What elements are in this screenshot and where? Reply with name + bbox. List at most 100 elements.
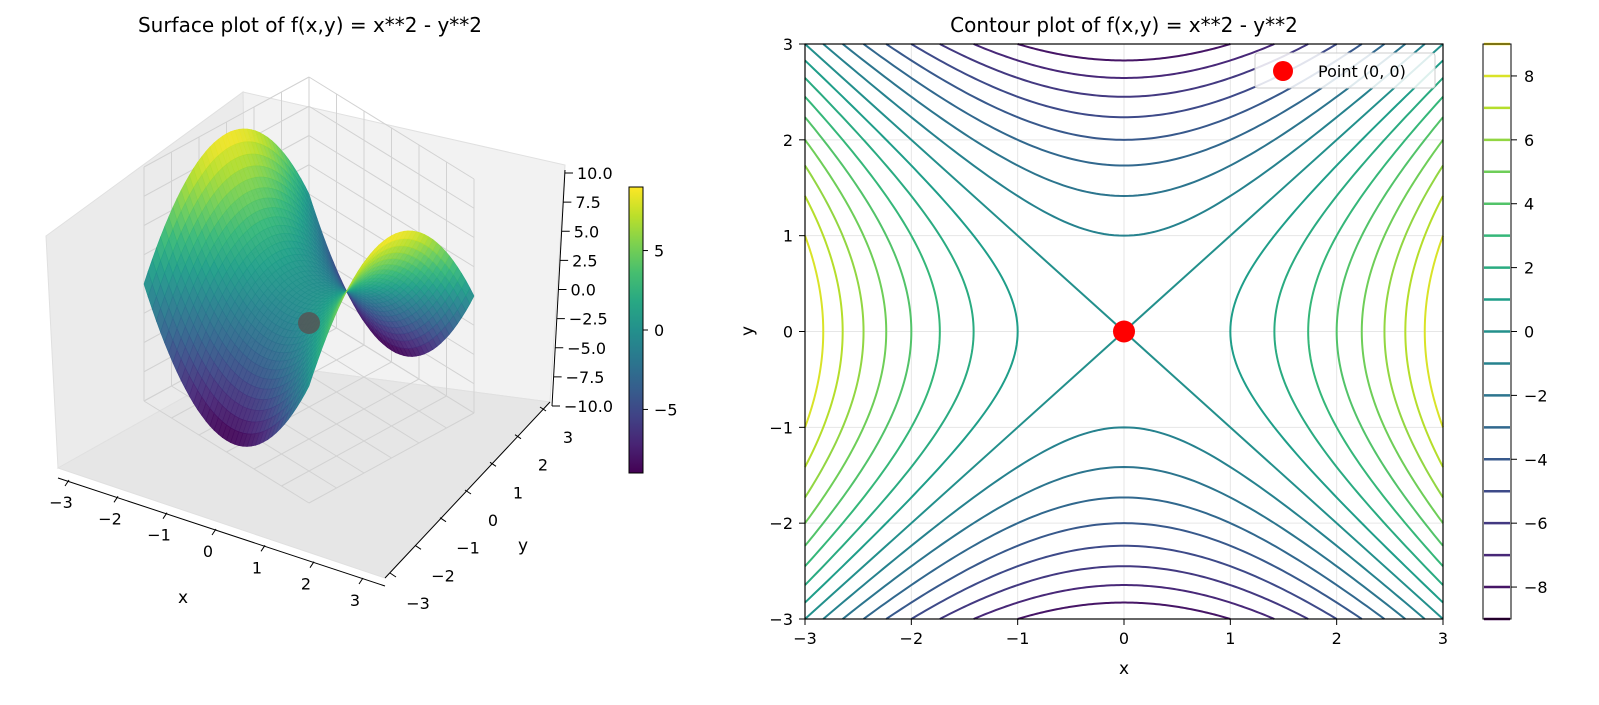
contour-line: [939, 43, 1309, 98]
surface-point-marker: [298, 312, 320, 334]
contour-x-tick-label: 0: [1119, 629, 1129, 648]
surface-x-tick: [162, 512, 168, 519]
contour-y-label: y: [738, 326, 758, 336]
contour-line: [1017, 43, 1231, 62]
contour-y-tick-label: −1: [769, 418, 793, 437]
contour-title: Contour plot of f(x,y) = x**2 - y**2: [950, 13, 1298, 37]
surface-y-tick: [489, 461, 497, 467]
surface-y-tick-label: 0: [488, 511, 498, 530]
surface-x-tick-label: −1: [147, 526, 171, 545]
contour-colorbar-tick-label: 6: [1524, 131, 1534, 150]
contour-colorbar-tick-label: 2: [1524, 259, 1534, 278]
contour-line: [842, 43, 1406, 197]
surface-mesh: [143, 128, 475, 447]
contour-x-tick-label: 3: [1438, 629, 1448, 648]
contour-colorbar-tick-label: −4: [1524, 450, 1548, 469]
contour-y-tick-label: −3: [769, 610, 793, 629]
surface-y-axis-line: [384, 401, 551, 579]
contour-line: [939, 565, 1309, 620]
surface-x-axis-line: [57, 477, 386, 587]
contour-line: [804, 235, 825, 428]
contour-line: [842, 466, 1406, 620]
contour-line: [862, 496, 1386, 620]
surface-y-tick: [539, 406, 547, 412]
contour-colorbar: [1484, 42, 1510, 621]
contour-line: [1017, 601, 1231, 620]
contour-legend: Point (0, 0): [1254, 52, 1436, 89]
surface-colorbar-tick-label: 5: [654, 242, 664, 261]
surface-x-label: x: [178, 588, 188, 608]
surface-title: Surface plot of f(x,y) = x**2 - y**2: [138, 13, 482, 37]
surface-y-tick-label: −3: [406, 594, 430, 613]
contour-line: [1229, 59, 1444, 604]
contour-y-tick-label: 0: [783, 323, 793, 342]
contour-line: [1273, 77, 1444, 586]
surface-x-tick: [211, 528, 217, 536]
surface-x-tick-label: 1: [252, 558, 262, 577]
surface-y-tick-label: 1: [513, 483, 523, 502]
surface-z-axis-line: [551, 169, 566, 407]
surface-y-label: y: [518, 536, 528, 556]
surface-y-tick: [464, 489, 472, 495]
surface-y-tick: [389, 572, 397, 578]
contour-line: [973, 43, 1275, 79]
legend-entry-label: Point (0, 0): [1318, 62, 1406, 81]
contour-x-tick-label: 1: [1225, 629, 1235, 648]
contour-y-tick-label: −2: [769, 514, 793, 533]
surface-x-tick: [309, 561, 315, 568]
contour-line: [804, 77, 975, 586]
contour-line: [1404, 195, 1444, 468]
surface-y-tick-label: 2: [538, 456, 548, 475]
surface-x-tick: [260, 545, 266, 552]
surface-colorbar-tick-label: 0: [654, 321, 664, 340]
surface-y-tick: [514, 434, 522, 440]
surface-z-tick-label: −10.0: [564, 397, 613, 416]
contour-lines: [804, 43, 1444, 620]
contour-y-tick-label: 2: [783, 131, 793, 150]
contour-y-ticks: −3 −2 −1 0 1 2 3: [769, 35, 805, 629]
contour-x-tick-label: 2: [1332, 629, 1342, 648]
contour-x-ticks: −3 −2 −1 0 1 2 3: [793, 619, 1448, 648]
contour-line: [885, 522, 1363, 620]
surface-colorbar-ticks: −5 0 5: [643, 242, 678, 419]
contour-line: [804, 59, 1019, 604]
surface-y-tick-label: −1: [456, 539, 480, 558]
contour-line: [862, 43, 1386, 167]
surface-y-tick: [439, 517, 447, 523]
contour-point-marker: [1113, 320, 1135, 343]
surface-x-tick-label: 3: [350, 591, 360, 610]
contour-line: [1335, 116, 1444, 547]
surface-x-tick-label: −3: [49, 493, 73, 512]
surface-x-ticks: −3 −2 −1 0 1 2 3: [49, 479, 364, 610]
contour-x-tick-label: −2: [900, 629, 924, 648]
surface-z-tick-label: −7.5: [566, 368, 605, 387]
contour-colorbar-tick-label: 0: [1524, 323, 1534, 342]
surface-x-tick: [358, 577, 364, 585]
surface-colorbar-tick-label: −5: [654, 400, 678, 419]
surface-z-tick-label: 7.5: [575, 193, 600, 212]
surface-z-tick-label: 5.0: [574, 222, 599, 241]
surface-z-tick-label: 10.0: [577, 164, 613, 183]
contour-line: [804, 164, 865, 499]
contour-colorbar-ticks: −8 −6 −4 −2 0 2 4 6 8: [1511, 67, 1548, 597]
contour-y-tick-label: 3: [783, 35, 793, 54]
surface-x-tick-label: 0: [203, 542, 213, 561]
contour-line: [1423, 235, 1444, 428]
contour-colorbar-tick-label: 8: [1524, 67, 1534, 86]
legend-marker-swatch: [1273, 61, 1293, 81]
surface-z-tick-label: 0.0: [571, 281, 596, 300]
contour-colorbar-tick-label: 4: [1524, 195, 1534, 214]
contour-colorbar-tick-label: −2: [1524, 386, 1548, 405]
contour-line: [822, 43, 1426, 237]
surface-x-tick: [64, 479, 70, 487]
surface-x-tick-label: −2: [98, 509, 122, 528]
contour-line: [885, 43, 1363, 141]
surface-z-tick-label: −2.5: [569, 310, 608, 329]
surface-z-ticks: −10.0 −7.5 −5.0 −2.5 0.0 2.5 5.0 7.5 10.0: [552, 164, 613, 416]
contour-line: [1360, 139, 1444, 524]
contour-line: [804, 195, 844, 468]
surface-y-tick-label: −2: [431, 566, 455, 585]
